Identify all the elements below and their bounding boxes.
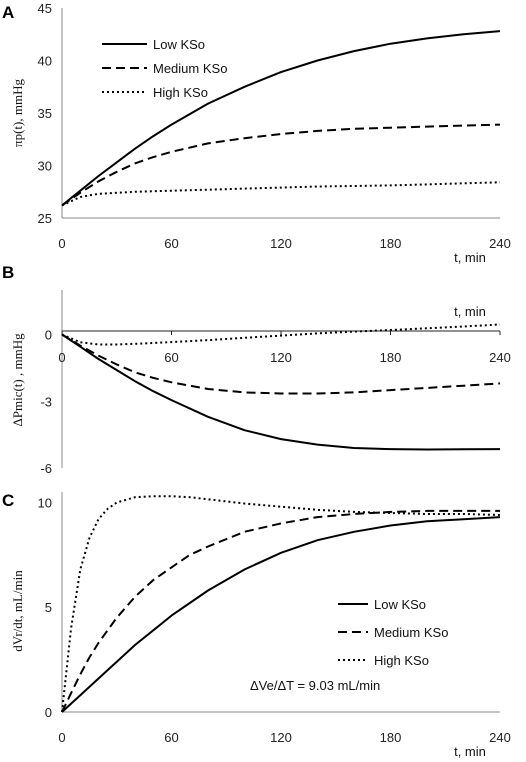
x-tick-label: 180 (380, 730, 402, 745)
legend-label-high-c: High KSo (374, 653, 429, 668)
panel-a: πp(t), mmHg t, min 0 60 120 180 240 25 30 35 40 4… (10, 1, 511, 265)
x-tick-label: 0 (58, 350, 65, 365)
x-tick-label: 60 (164, 236, 178, 251)
series-line-high-kso-b (61, 323, 501, 346)
panel-b: ΔPmic(t) , mmHg t, min 0 60 120 180 240 -6 -3 0 (10, 290, 511, 476)
y-tick-label: 25 (38, 211, 52, 226)
rate-annotation: ΔVe/ΔT = 9.03 mL/min (250, 678, 380, 693)
series-line-high-kso-c (61, 495, 501, 713)
x-tick-label: 240 (489, 236, 511, 251)
y-tick-label: -6 (40, 461, 52, 476)
y-tick-label: 10 (38, 495, 52, 510)
y-tick-label: 30 (38, 159, 52, 174)
series-line-high-kso-a (61, 181, 501, 207)
y-tick-label: 40 (38, 54, 52, 69)
legend-c: Low KSo Medium KSo High KSo (338, 597, 448, 668)
y-tick-label: 45 (38, 1, 52, 16)
panel-label-b: B (2, 263, 14, 282)
x-tick-label: 120 (270, 730, 292, 745)
x-axis-label-b: t, min (454, 304, 486, 319)
legend-a: Low KSo Medium KSo High KSo (102, 37, 227, 100)
series-line-low-kso-b (61, 333, 501, 451)
x-tick-label: 240 (489, 350, 511, 365)
legend-label-medium-a: Medium KSo (153, 61, 227, 76)
x-axis-label-a: t, min (454, 250, 486, 265)
y-tick-label: 5 (45, 600, 52, 615)
series-line-low-kso-a (61, 30, 501, 207)
x-tick-label: 180 (380, 236, 402, 251)
panel-label-a: A (2, 3, 14, 22)
x-tick-label: 120 (270, 350, 292, 365)
y-axis-label-a: πp(t), mmHg (10, 79, 25, 147)
panel-c: dVr/dt, mL/min t, min 0 60 120 180 240 0 5 10 L… (10, 492, 511, 759)
x-tick-label: 240 (489, 730, 511, 745)
y-tick-label: 0 (45, 705, 52, 720)
x-tick-label: 0 (58, 236, 65, 251)
series-line-low-kso-c (61, 516, 501, 713)
legend-label-low-c: Low KSo (374, 597, 426, 612)
x-tick-label: 60 (164, 730, 178, 745)
y-axis-label-c: dVr/dt, mL/min (10, 570, 25, 652)
y-tick-label: -3 (40, 394, 52, 409)
x-tick-label: 60 (164, 350, 178, 365)
x-tick-label: 0 (58, 730, 65, 745)
panel-label-c: C (2, 491, 14, 510)
legend-label-high-a: High KSo (153, 85, 208, 100)
x-axis-label-c: t, min (454, 744, 486, 759)
legend-label-low-a: Low KSo (153, 37, 205, 52)
legend-label-medium-c: Medium KSo (374, 625, 448, 640)
y-tick-label: 35 (38, 106, 52, 121)
y-axis-label-b: ΔPmic(t) , mmHg (10, 333, 25, 427)
x-tick-label: 120 (270, 236, 292, 251)
x-tick-label: 180 (380, 350, 402, 365)
series-line-medium-kso-a (61, 123, 501, 207)
y-tick-label: 0 (45, 328, 52, 343)
series-line-medium-kso-b (61, 333, 501, 395)
